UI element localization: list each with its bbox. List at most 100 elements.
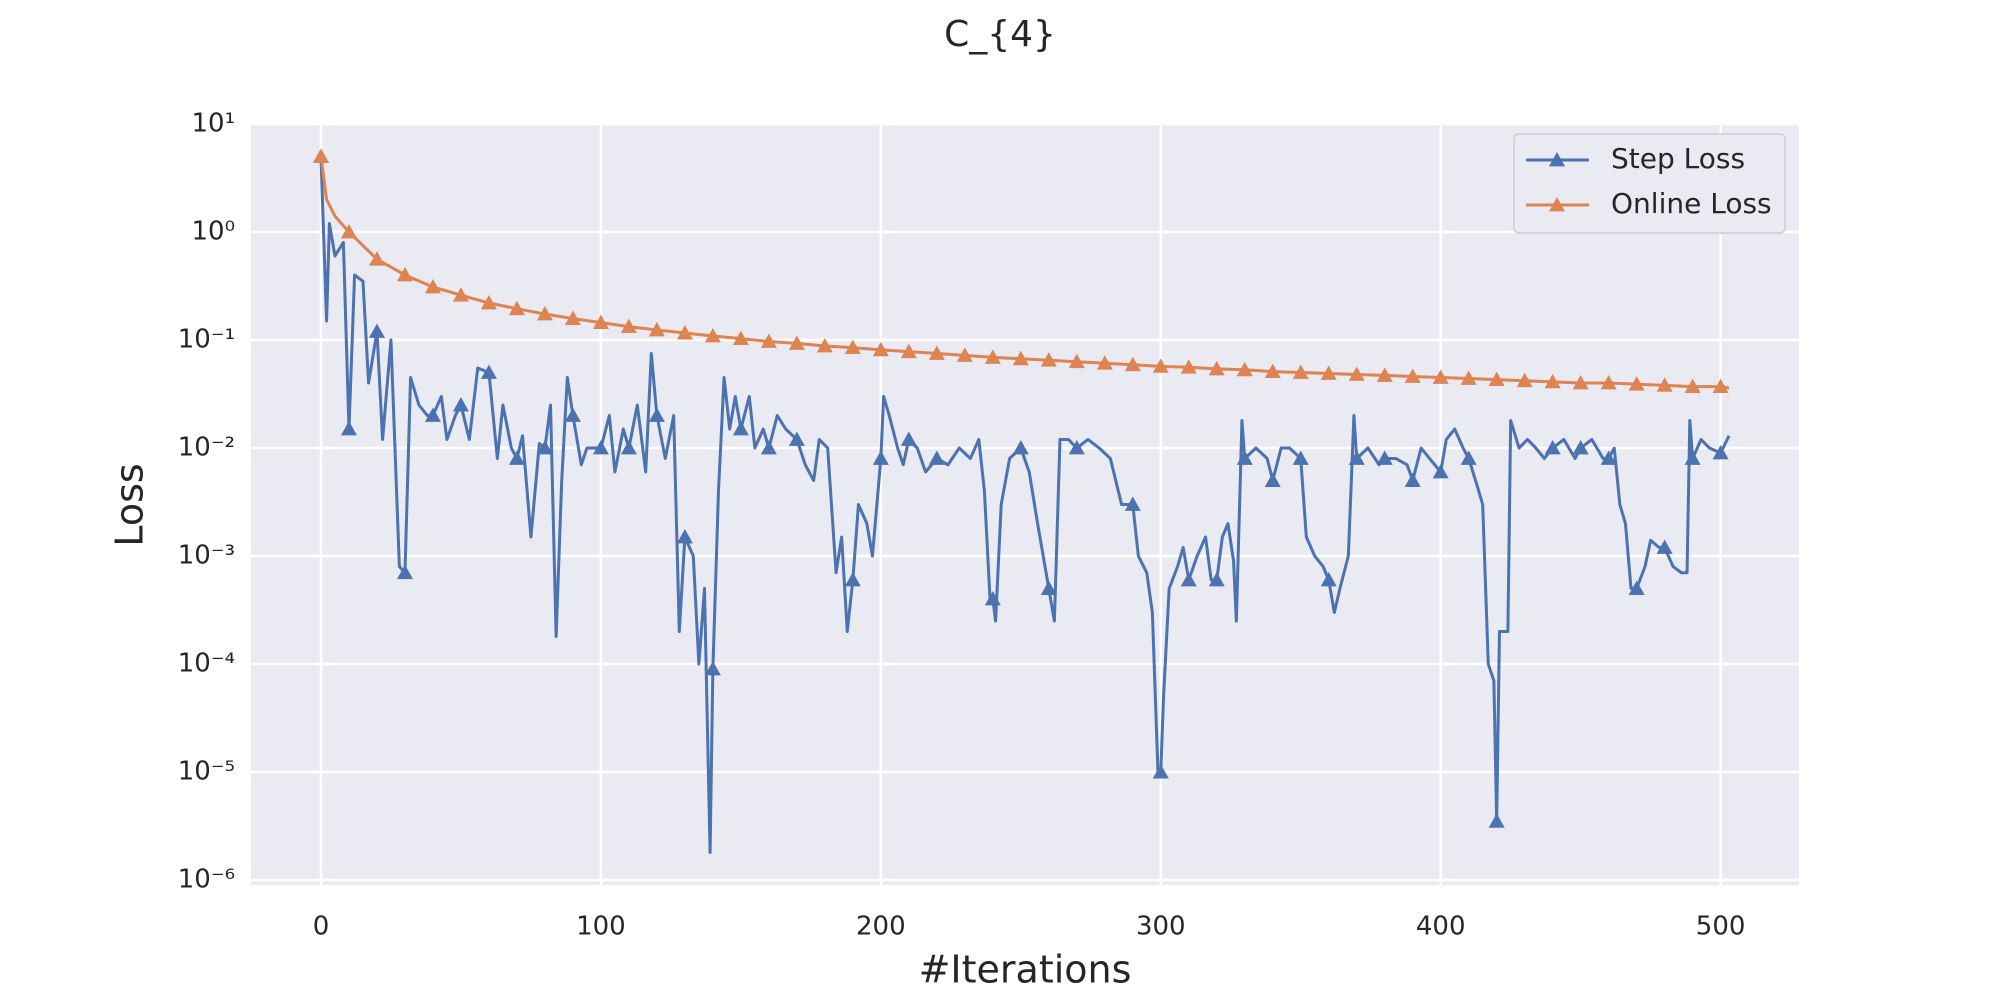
marker — [928, 345, 945, 360]
marker — [536, 306, 553, 321]
marker — [1460, 450, 1477, 465]
marker — [900, 431, 917, 446]
marker — [424, 278, 441, 294]
marker — [1320, 365, 1337, 380]
marker — [1432, 369, 1449, 384]
marker — [844, 571, 861, 587]
marker — [760, 440, 777, 455]
marker — [732, 421, 749, 436]
y-tick-label: 10⁰ — [191, 217, 235, 247]
marker — [1600, 450, 1617, 465]
marker — [564, 310, 581, 325]
marker — [788, 431, 805, 446]
x-tick-label: 500 — [1696, 912, 1746, 942]
marker — [1012, 440, 1029, 455]
marker — [1544, 373, 1561, 389]
marker — [1152, 358, 1169, 373]
marker — [396, 266, 413, 282]
marker — [1124, 496, 1141, 511]
marker — [1684, 450, 1701, 465]
plot-area — [251, 124, 1799, 885]
marker — [1404, 368, 1421, 383]
marker — [1432, 463, 1449, 479]
y-tick-label: 10⁻² — [178, 433, 235, 463]
legend-label: Online Loss — [1611, 187, 1772, 220]
marker — [620, 318, 637, 334]
legend-label: Step Loss — [1611, 142, 1745, 175]
marker — [844, 339, 861, 355]
marker — [1320, 571, 1337, 587]
marker — [1208, 360, 1225, 376]
marker — [1712, 378, 1729, 394]
marker — [452, 287, 469, 302]
marker — [452, 397, 469, 412]
marker — [1544, 440, 1561, 455]
marker — [1012, 350, 1029, 366]
marker — [1712, 444, 1729, 460]
marker — [1180, 359, 1197, 374]
y-tick-label: 10⁻⁶ — [178, 865, 235, 895]
marker — [648, 407, 665, 422]
marker — [592, 314, 609, 329]
marker — [1656, 377, 1673, 392]
marker — [1096, 355, 1113, 370]
marker — [1180, 571, 1197, 587]
marker — [1376, 450, 1393, 465]
marker — [1040, 580, 1057, 595]
marker — [1040, 352, 1057, 367]
y-tick-label: 10⁻³ — [178, 541, 235, 571]
x-tick-label: 400 — [1416, 912, 1466, 942]
marker — [648, 321, 665, 337]
marker — [620, 440, 637, 455]
y-tick-label: 10⁻⁴ — [178, 649, 235, 679]
marker — [1404, 472, 1421, 487]
marker — [312, 148, 329, 163]
marker — [340, 421, 357, 436]
chart-title: C_{4} — [944, 14, 1056, 55]
marker — [1348, 366, 1365, 381]
marker — [480, 364, 497, 379]
marker — [760, 333, 777, 348]
marker — [1236, 361, 1253, 377]
marker — [1516, 372, 1533, 388]
marker — [1264, 363, 1281, 379]
marker — [1628, 376, 1645, 391]
marker — [900, 343, 917, 359]
marker — [1628, 580, 1645, 595]
x-tick-label: 200 — [856, 912, 906, 942]
marker — [1600, 374, 1617, 390]
y-axis-label: Loss — [108, 463, 152, 546]
marker — [704, 660, 721, 676]
marker — [732, 330, 749, 346]
marker — [676, 325, 693, 340]
marker — [396, 564, 413, 580]
marker — [368, 323, 385, 338]
marker — [1572, 374, 1589, 390]
y-tick-label: 10⁻¹ — [178, 325, 235, 355]
line — [319, 156, 1730, 390]
marker — [536, 440, 553, 455]
marker — [1208, 571, 1225, 587]
marker — [1068, 353, 1085, 369]
marker — [1292, 364, 1309, 379]
marker — [872, 450, 889, 465]
marker — [872, 341, 889, 357]
marker — [592, 440, 609, 455]
x-tick-label: 0 — [313, 912, 330, 942]
marker — [564, 407, 581, 422]
marker — [1124, 356, 1141, 372]
marker — [1488, 813, 1505, 828]
marker — [368, 251, 385, 266]
x-tick-label: 300 — [1136, 912, 1186, 942]
marker — [676, 529, 693, 544]
marker — [340, 224, 357, 239]
marker — [1152, 764, 1169, 779]
marker — [788, 335, 805, 350]
y-tick-label: 10⁻⁵ — [178, 757, 235, 787]
legend-marker — [1549, 152, 1565, 167]
marker — [1488, 371, 1505, 387]
marker — [1376, 367, 1393, 382]
marker — [1236, 450, 1253, 465]
marker — [508, 450, 525, 465]
